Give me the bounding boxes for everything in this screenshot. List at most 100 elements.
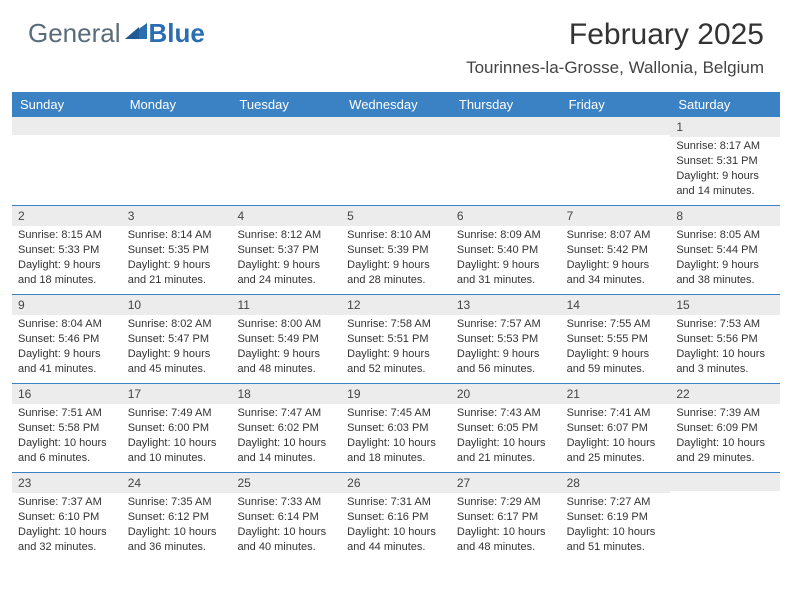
day-number: 25 [231, 473, 341, 493]
daylight-text: Daylight: 9 hours and 31 minutes. [457, 258, 555, 288]
day-cell [670, 473, 780, 561]
day-cell: 27Sunrise: 7:29 AMSunset: 6:17 PMDayligh… [451, 473, 561, 561]
day-body: Sunrise: 7:57 AMSunset: 5:53 PMDaylight:… [451, 315, 561, 380]
sunset-text: Sunset: 6:03 PM [347, 421, 445, 436]
day-number [451, 117, 561, 135]
day-body: Sunrise: 7:45 AMSunset: 6:03 PMDaylight:… [341, 404, 451, 469]
day-number: 11 [231, 295, 341, 315]
sunrise-text: Sunrise: 7:47 AM [237, 406, 335, 421]
sunrise-text: Sunrise: 8:05 AM [676, 228, 774, 243]
day-number [122, 117, 232, 135]
day-cell: 10Sunrise: 8:02 AMSunset: 5:47 PMDayligh… [122, 295, 232, 383]
day-number: 10 [122, 295, 232, 315]
weekday-header: Thursday [451, 92, 561, 117]
day-body: Sunrise: 7:31 AMSunset: 6:16 PMDaylight:… [341, 493, 451, 558]
daylight-text: Daylight: 10 hours and 32 minutes. [18, 525, 116, 555]
day-body: Sunrise: 8:09 AMSunset: 5:40 PMDaylight:… [451, 226, 561, 291]
sunset-text: Sunset: 5:47 PM [128, 332, 226, 347]
sunrise-text: Sunrise: 7:27 AM [567, 495, 665, 510]
day-number: 27 [451, 473, 561, 493]
day-cell [12, 117, 122, 205]
day-number: 12 [341, 295, 451, 315]
daylight-text: Daylight: 10 hours and 21 minutes. [457, 436, 555, 466]
sunset-text: Sunset: 6:05 PM [457, 421, 555, 436]
weekday-header: Friday [561, 92, 671, 117]
day-number: 17 [122, 384, 232, 404]
sunset-text: Sunset: 5:56 PM [676, 332, 774, 347]
weekday-header: Tuesday [231, 92, 341, 117]
logo-text-blue: Blue [149, 18, 205, 49]
sunset-text: Sunset: 5:39 PM [347, 243, 445, 258]
daylight-text: Daylight: 10 hours and 3 minutes. [676, 347, 774, 377]
day-cell: 16Sunrise: 7:51 AMSunset: 5:58 PMDayligh… [12, 384, 122, 472]
day-body: Sunrise: 8:14 AMSunset: 5:35 PMDaylight:… [122, 226, 232, 291]
sunset-text: Sunset: 6:19 PM [567, 510, 665, 525]
day-cell: 5Sunrise: 8:10 AMSunset: 5:39 PMDaylight… [341, 206, 451, 294]
sunset-text: Sunset: 5:33 PM [18, 243, 116, 258]
day-body: Sunrise: 8:04 AMSunset: 5:46 PMDaylight:… [12, 315, 122, 380]
sunrise-text: Sunrise: 8:17 AM [676, 139, 774, 154]
day-body: Sunrise: 7:33 AMSunset: 6:14 PMDaylight:… [231, 493, 341, 558]
sunrise-text: Sunrise: 7:43 AM [457, 406, 555, 421]
sunset-text: Sunset: 6:14 PM [237, 510, 335, 525]
week-row: 2Sunrise: 8:15 AMSunset: 5:33 PMDaylight… [12, 205, 780, 294]
day-body [670, 491, 780, 497]
sunset-text: Sunset: 6:00 PM [128, 421, 226, 436]
day-cell: 28Sunrise: 7:27 AMSunset: 6:19 PMDayligh… [561, 473, 671, 561]
day-number: 2 [12, 206, 122, 226]
day-number: 4 [231, 206, 341, 226]
day-cell: 20Sunrise: 7:43 AMSunset: 6:05 PMDayligh… [451, 384, 561, 472]
logo: General Blue [28, 18, 205, 49]
day-cell: 4Sunrise: 8:12 AMSunset: 5:37 PMDaylight… [231, 206, 341, 294]
logo-triangle-icon [125, 21, 147, 46]
daylight-text: Daylight: 10 hours and 44 minutes. [347, 525, 445, 555]
day-number: 22 [670, 384, 780, 404]
day-cell: 14Sunrise: 7:55 AMSunset: 5:55 PMDayligh… [561, 295, 671, 383]
daylight-text: Daylight: 9 hours and 14 minutes. [676, 169, 774, 199]
daylight-text: Daylight: 9 hours and 41 minutes. [18, 347, 116, 377]
day-body: Sunrise: 8:10 AMSunset: 5:39 PMDaylight:… [341, 226, 451, 291]
day-number: 24 [122, 473, 232, 493]
day-number: 18 [231, 384, 341, 404]
daylight-text: Daylight: 9 hours and 59 minutes. [567, 347, 665, 377]
daylight-text: Daylight: 10 hours and 18 minutes. [347, 436, 445, 466]
daylight-text: Daylight: 9 hours and 45 minutes. [128, 347, 226, 377]
day-number: 3 [122, 206, 232, 226]
day-number [670, 473, 780, 491]
day-cell [231, 117, 341, 205]
day-cell [341, 117, 451, 205]
sunset-text: Sunset: 5:37 PM [237, 243, 335, 258]
day-body: Sunrise: 7:43 AMSunset: 6:05 PMDaylight:… [451, 404, 561, 469]
sunset-text: Sunset: 5:42 PM [567, 243, 665, 258]
day-body: Sunrise: 7:58 AMSunset: 5:51 PMDaylight:… [341, 315, 451, 380]
sunrise-text: Sunrise: 7:57 AM [457, 317, 555, 332]
week-row: 9Sunrise: 8:04 AMSunset: 5:46 PMDaylight… [12, 294, 780, 383]
day-cell: 13Sunrise: 7:57 AMSunset: 5:53 PMDayligh… [451, 295, 561, 383]
day-cell [122, 117, 232, 205]
month-title: February 2025 [466, 18, 764, 52]
sunset-text: Sunset: 5:46 PM [18, 332, 116, 347]
day-number: 13 [451, 295, 561, 315]
day-body: Sunrise: 8:00 AMSunset: 5:49 PMDaylight:… [231, 315, 341, 380]
daylight-text: Daylight: 9 hours and 48 minutes. [237, 347, 335, 377]
day-cell: 26Sunrise: 7:31 AMSunset: 6:16 PMDayligh… [341, 473, 451, 561]
daylight-text: Daylight: 9 hours and 18 minutes. [18, 258, 116, 288]
day-body: Sunrise: 7:53 AMSunset: 5:56 PMDaylight:… [670, 315, 780, 380]
daylight-text: Daylight: 9 hours and 21 minutes. [128, 258, 226, 288]
day-cell: 22Sunrise: 7:39 AMSunset: 6:09 PMDayligh… [670, 384, 780, 472]
day-number: 16 [12, 384, 122, 404]
week-row: 1Sunrise: 8:17 AMSunset: 5:31 PMDaylight… [12, 117, 780, 205]
weekday-header-row: Sunday Monday Tuesday Wednesday Thursday… [12, 92, 780, 117]
day-body [231, 135, 341, 141]
sunrise-text: Sunrise: 7:55 AM [567, 317, 665, 332]
sunrise-text: Sunrise: 7:53 AM [676, 317, 774, 332]
sunrise-text: Sunrise: 8:10 AM [347, 228, 445, 243]
daylight-text: Daylight: 9 hours and 34 minutes. [567, 258, 665, 288]
week-row: 16Sunrise: 7:51 AMSunset: 5:58 PMDayligh… [12, 383, 780, 472]
page-header: General Blue February 2025 Tourinnes-la-… [0, 0, 792, 84]
day-number: 6 [451, 206, 561, 226]
sunrise-text: Sunrise: 7:58 AM [347, 317, 445, 332]
day-cell: 21Sunrise: 7:41 AMSunset: 6:07 PMDayligh… [561, 384, 671, 472]
day-number: 21 [561, 384, 671, 404]
day-body: Sunrise: 7:47 AMSunset: 6:02 PMDaylight:… [231, 404, 341, 469]
